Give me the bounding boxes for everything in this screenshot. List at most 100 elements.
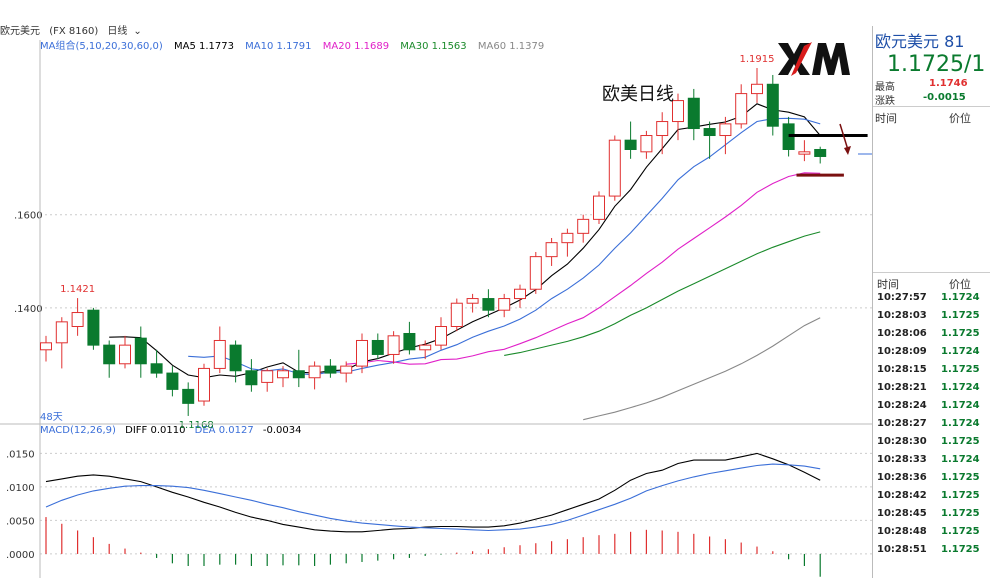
chevron-down-icon[interactable]: ⌄	[133, 26, 142, 37]
tick-time: 10:28:06	[877, 328, 927, 339]
candle-body	[482, 298, 495, 311]
candle[interactable]	[498, 293, 511, 318]
ma30-label: MA30 1.1563	[400, 41, 467, 52]
ma-line-ma10	[188, 117, 821, 376]
candle[interactable]	[134, 326, 147, 378]
candle[interactable]	[87, 307, 100, 350]
tick-row: 10:28:42 1.1725	[873, 490, 990, 508]
candle[interactable]	[656, 112, 669, 155]
macd-dea-label: DEA 0.0127	[194, 425, 254, 436]
tick-time: 10:28:42	[877, 490, 927, 501]
candle[interactable]	[624, 121, 637, 159]
tick-price: 1.1724	[941, 346, 980, 357]
tick-time: 10:28:21	[877, 382, 927, 393]
candle-body	[498, 298, 511, 311]
candle-body	[608, 139, 621, 197]
candle[interactable]	[687, 88, 700, 141]
candle[interactable]	[198, 363, 210, 406]
candle[interactable]	[308, 361, 321, 390]
candle[interactable]	[55, 317, 68, 369]
candle-body	[545, 242, 558, 258]
tick-time: 10:28:45	[877, 508, 927, 519]
tick-row: 10:28:06 1.1725	[873, 328, 990, 346]
candle[interactable]	[719, 116, 732, 155]
macd-group-label[interactable]: MACD(12,26,9)	[40, 425, 116, 436]
tick-time: 10:28:33	[877, 454, 927, 465]
candle[interactable]	[466, 293, 479, 313]
candle[interactable]	[751, 67, 763, 103]
candle[interactable]	[71, 298, 84, 336]
macd-y-tick-label: .0000	[6, 550, 35, 561]
ma-group-label[interactable]: MA组合(5,10,20,30,60,0)	[40, 41, 163, 52]
candle[interactable]	[119, 335, 131, 369]
candle[interactable]	[261, 368, 274, 392]
candle-body	[593, 195, 605, 220]
macd-y-tick-label: .0150	[6, 449, 35, 460]
candle[interactable]	[608, 135, 621, 201]
candle[interactable]	[292, 349, 305, 388]
candle[interactable]	[703, 121, 716, 159]
candle[interactable]	[403, 321, 416, 355]
chart-toolbar: 欧元美元 (FX 8160) 日线 ⌄	[0, 24, 872, 40]
candle-body	[450, 302, 463, 328]
period-selector[interactable]: 日线 ⌄	[107, 26, 142, 37]
candle[interactable]	[40, 335, 52, 362]
candle[interactable]	[435, 317, 447, 350]
tick-price: 1.1725	[941, 490, 980, 501]
candle[interactable]	[103, 340, 116, 378]
tick-price: 1.1725	[941, 472, 980, 483]
arrow-line	[839, 123, 849, 151]
candle[interactable]	[529, 251, 542, 294]
candle[interactable]	[482, 289, 495, 318]
candle[interactable]	[798, 140, 811, 162]
ma-line-ma30	[504, 231, 821, 356]
tick-row: 10:28:36 1.1725	[873, 472, 990, 490]
change-value: -0.0015	[923, 92, 966, 103]
quote-panel: 欧元美元 81 1.1725/1 最高 1.1746 涨跌 -0.0015 时间…	[872, 26, 990, 578]
macd-y-tick-label: .0100	[6, 483, 35, 494]
candle[interactable]	[150, 349, 163, 378]
tick-price: 1.1724	[941, 382, 980, 393]
kline-chart[interactable]: .1600 .1400 .0150 .0100 .0050 .0000 1.1915 1.1…	[0, 0, 872, 578]
candle[interactable]	[640, 130, 653, 159]
candle[interactable]	[166, 366, 179, 397]
col-price-header-2: 价位	[949, 278, 971, 291]
candle[interactable]	[371, 333, 384, 360]
candle[interactable]	[672, 93, 684, 141]
y-tick-label: .1400	[14, 304, 43, 315]
candle[interactable]	[387, 331, 400, 364]
y-tick-label: .1600	[14, 211, 43, 222]
candle[interactable]	[545, 238, 558, 266]
candle[interactable]	[814, 146, 827, 164]
macd-diff-line	[45, 452, 821, 533]
high-value: 1.1746	[929, 78, 968, 89]
candle[interactable]	[245, 359, 258, 392]
candle[interactable]	[561, 228, 574, 257]
candle[interactable]	[593, 191, 605, 225]
candle[interactable]	[213, 326, 226, 374]
candle[interactable]	[577, 214, 590, 243]
candle[interactable]	[766, 74, 779, 136]
candle-body	[371, 339, 384, 355]
candle-body	[166, 372, 179, 390]
candle[interactable]	[514, 284, 526, 308]
tick-time: 10:28:48	[877, 526, 927, 537]
candle[interactable]	[450, 298, 463, 332]
candle[interactable]	[229, 340, 242, 383]
candle[interactable]	[340, 361, 353, 383]
tick-row: 10:28:27 1.1724	[873, 418, 990, 436]
candle[interactable]	[356, 333, 368, 374]
candle-body	[735, 93, 748, 125]
ma60-label: MA60 1.1379	[477, 41, 545, 52]
instrument-name[interactable]: 欧元美元	[0, 26, 40, 37]
ma-line-ma20	[346, 172, 821, 365]
candle[interactable]	[182, 382, 195, 416]
candle[interactable]	[277, 366, 289, 388]
candle[interactable]	[735, 84, 748, 129]
top-menu-strip	[0, 0, 990, 20]
candle-body	[245, 370, 258, 386]
col-price-header: 价位	[949, 112, 971, 125]
arrow-down-icon	[844, 146, 851, 155]
candle[interactable]	[419, 340, 432, 360]
candle[interactable]	[324, 359, 337, 378]
